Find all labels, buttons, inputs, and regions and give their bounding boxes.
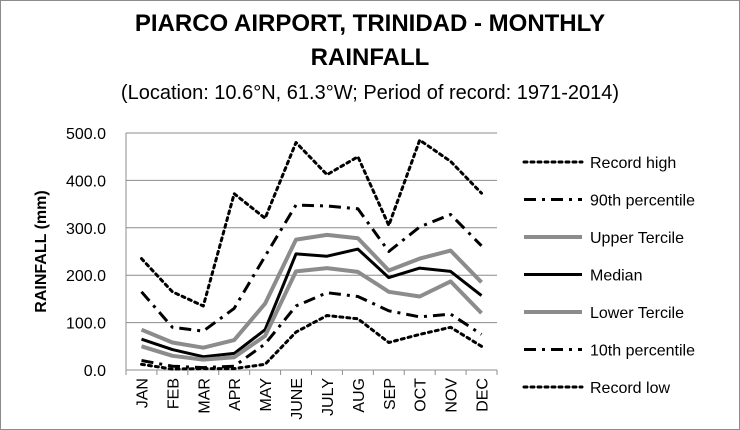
x-tick-label: APR (227, 378, 244, 411)
y-tick-label: 500.0 (66, 126, 106, 143)
legend-label: Median (590, 268, 642, 285)
x-tick-label: NOV (444, 378, 461, 413)
legend-label: Record high (590, 155, 676, 172)
series-line-90th-percentile (140, 203, 483, 333)
series-line-lower-tercile (140, 266, 483, 362)
y-tick-label: 100.0 (66, 316, 106, 333)
x-tick-label: DEC (475, 378, 492, 412)
chart-subtitle: (Location: 10.6°N, 61.3°W; Period of rec… (120, 82, 620, 104)
legend-label: 10th percentile (590, 343, 695, 360)
legend-label: Record low (590, 380, 670, 397)
x-tick-label: OCT (413, 378, 430, 412)
x-tick-label: AUG (351, 378, 368, 413)
x-tick-label: JUNE (289, 378, 306, 420)
x-tick-label: JAN (134, 378, 151, 408)
series-line-record-high (140, 138, 483, 308)
legend-label: Upper Tercile (590, 230, 684, 247)
series-line-record-low (140, 314, 483, 371)
y-tick-label: 300.0 (66, 221, 106, 238)
legend-label: Lower Tercile (590, 305, 684, 322)
series-line-upper-tercile (140, 232, 483, 350)
chart-title-line1: PIARCO AIRPORT, TRINIDAD - MONTHLY (134, 10, 606, 37)
y-axis-label: RAINFALL (mm) (33, 190, 50, 312)
x-tick-label: MAR (196, 378, 213, 414)
x-tick-label: JULY (320, 378, 337, 416)
y-tick-label: 0.0 (84, 363, 106, 380)
y-tick-label: 400.0 (66, 173, 106, 190)
x-tick-label: SEP (382, 378, 399, 410)
x-tick-label: MAY (258, 378, 275, 412)
y-tick-label: 200.0 (66, 268, 106, 285)
legend-label: 90th percentile (590, 193, 695, 210)
chart-title-line2: RAINFALL (310, 44, 430, 71)
x-tick-label: FEB (165, 378, 182, 409)
series-line-median (141, 247, 483, 359)
